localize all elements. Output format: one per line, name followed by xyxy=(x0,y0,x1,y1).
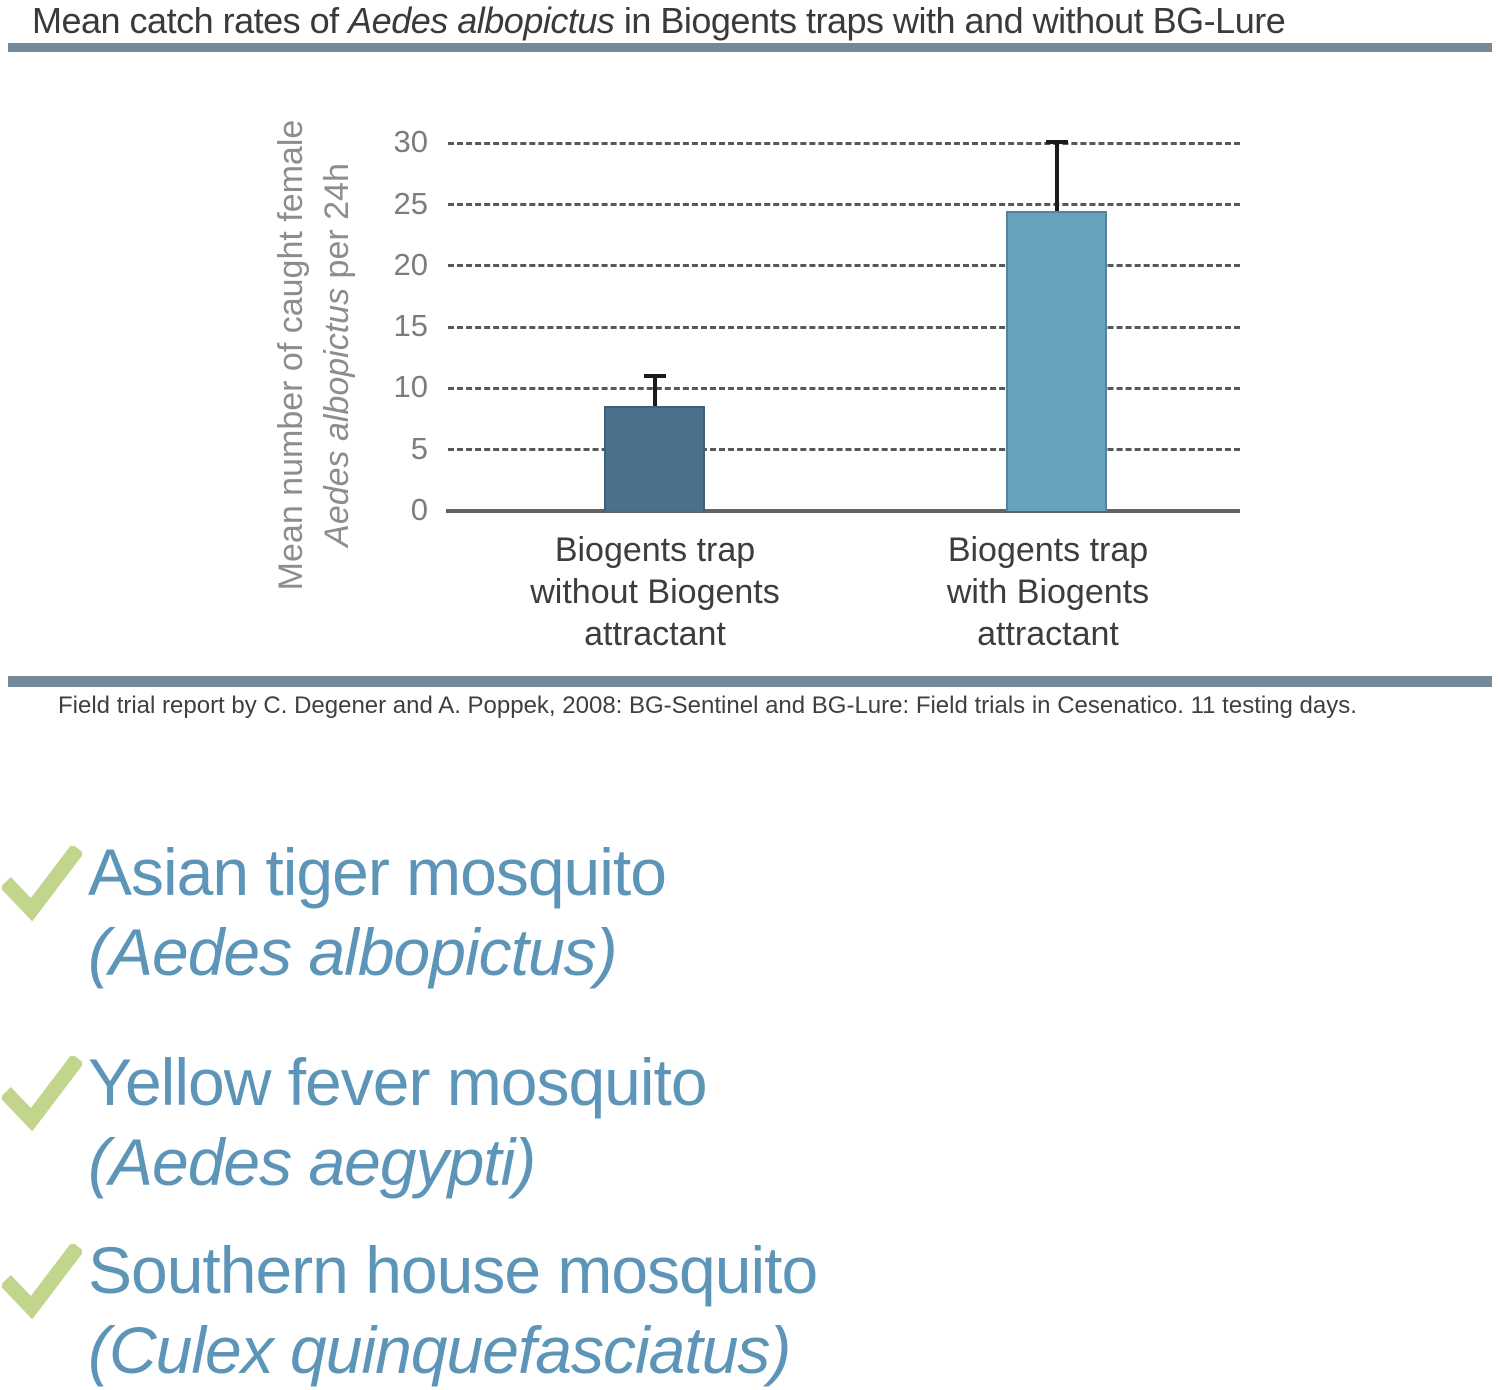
species-common-name: Southern house mosquito xyxy=(88,1233,818,1307)
species-latin-name: (Aedes albopictus) xyxy=(88,915,618,989)
list-item: Southern house mosquito (Culex quinquefa… xyxy=(2,1230,818,1390)
y-axis-unit: per 24h xyxy=(318,163,356,288)
check-icon xyxy=(2,1244,82,1320)
bottom-divider xyxy=(8,676,1492,687)
y-tick-label-20: 20 xyxy=(393,246,428,282)
y-tick-label-5: 5 xyxy=(410,430,428,466)
gridline-20 xyxy=(448,264,1240,268)
species-common-name: Yellow fever mosquito xyxy=(88,1045,708,1119)
bar-0 xyxy=(604,405,705,511)
y-axis-title-line1: Mean number of caught female xyxy=(272,119,310,591)
y-tick-label-30: 30 xyxy=(393,124,428,160)
y-axis-species-italic: Aedes albopictus xyxy=(318,287,356,547)
source-caption: Field trial report by C. Degener and A. … xyxy=(58,692,1357,719)
error-bar-1 xyxy=(1054,139,1059,211)
list-item: Yellow fever mosquito (Aedes aegypti) xyxy=(2,1042,708,1202)
bar-1 xyxy=(1006,210,1107,511)
x-axis-label-without-attractant: Biogents trap without Biogents attractan… xyxy=(530,531,780,653)
list-item: Asian tiger mosquito (Aedes albopictus) xyxy=(2,832,667,992)
title-species-italic: Aedes albopictus xyxy=(348,0,615,41)
species-latin-name: (Aedes aegypti) xyxy=(88,1125,536,1199)
error-bar-cap-1 xyxy=(1045,139,1068,144)
y-tick-label-0: 0 xyxy=(410,492,428,527)
y-tick-label-25: 25 xyxy=(393,185,428,221)
x-axis-line xyxy=(446,509,1240,513)
y-axis-title-line2: Aedes albopictus per 24h xyxy=(314,95,360,615)
check-icon xyxy=(2,846,82,922)
error-bar-0 xyxy=(652,373,657,406)
title-suffix: in Biogents traps with and without BG-Lu… xyxy=(614,0,1286,41)
top-divider xyxy=(8,43,1492,52)
species-latin-name: (Culex quinquefasciatus) xyxy=(88,1313,791,1387)
gridline-15 xyxy=(448,325,1240,329)
title-prefix: Mean catch rates of xyxy=(32,0,349,41)
page-title: Mean catch rates of Aedes albopictus in … xyxy=(32,0,1286,42)
check-icon xyxy=(2,1056,82,1132)
species-common-name: Asian tiger mosquito xyxy=(88,835,667,909)
error-bar-cap-0 xyxy=(643,373,666,378)
gridline-10 xyxy=(448,386,1240,390)
y-tick-label-10: 10 xyxy=(393,369,428,405)
gridline-25 xyxy=(448,203,1240,206)
y-axis-title: Mean number of caught female Aedes albop… xyxy=(256,95,372,615)
gridline-30 xyxy=(448,141,1240,145)
x-axis-label-with-attractant: Biogents trap with Biogents attractant xyxy=(946,531,1150,653)
gridline-5 xyxy=(448,448,1240,452)
y-tick-label-15: 15 xyxy=(393,308,428,344)
plot-area: 0 5 10 15 20 25 30 xyxy=(394,115,1240,526)
